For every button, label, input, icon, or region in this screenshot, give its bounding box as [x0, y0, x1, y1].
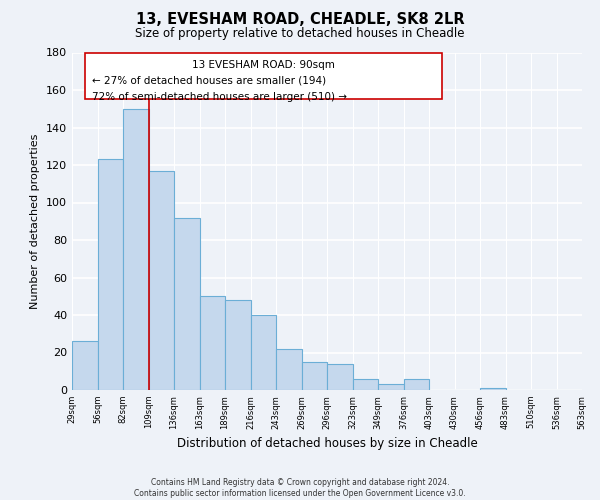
Bar — [276, 349, 302, 390]
Text: Size of property relative to detached houses in Cheadle: Size of property relative to detached ho… — [135, 28, 465, 40]
Text: Contains HM Land Registry data © Crown copyright and database right 2024.
Contai: Contains HM Land Registry data © Crown c… — [134, 478, 466, 498]
Bar — [404, 379, 429, 390]
Bar — [480, 388, 505, 390]
Bar — [72, 341, 97, 390]
Bar — [251, 315, 276, 390]
Bar — [149, 170, 174, 390]
Bar — [97, 160, 123, 390]
Y-axis label: Number of detached properties: Number of detached properties — [31, 134, 40, 309]
Bar — [225, 300, 251, 390]
FancyBboxPatch shape — [85, 52, 442, 100]
Bar — [199, 296, 225, 390]
Bar — [123, 109, 149, 390]
Text: 13, EVESHAM ROAD, CHEADLE, SK8 2LR: 13, EVESHAM ROAD, CHEADLE, SK8 2LR — [136, 12, 464, 28]
Text: ← 27% of detached houses are smaller (194): ← 27% of detached houses are smaller (19… — [92, 76, 326, 86]
Text: 72% of semi-detached houses are larger (510) →: 72% of semi-detached houses are larger (… — [92, 92, 347, 102]
Bar — [378, 384, 404, 390]
X-axis label: Distribution of detached houses by size in Cheadle: Distribution of detached houses by size … — [176, 437, 478, 450]
Bar — [353, 379, 378, 390]
Bar — [302, 362, 327, 390]
Bar — [327, 364, 353, 390]
Text: 13 EVESHAM ROAD: 90sqm: 13 EVESHAM ROAD: 90sqm — [192, 60, 335, 70]
Bar — [174, 218, 199, 390]
